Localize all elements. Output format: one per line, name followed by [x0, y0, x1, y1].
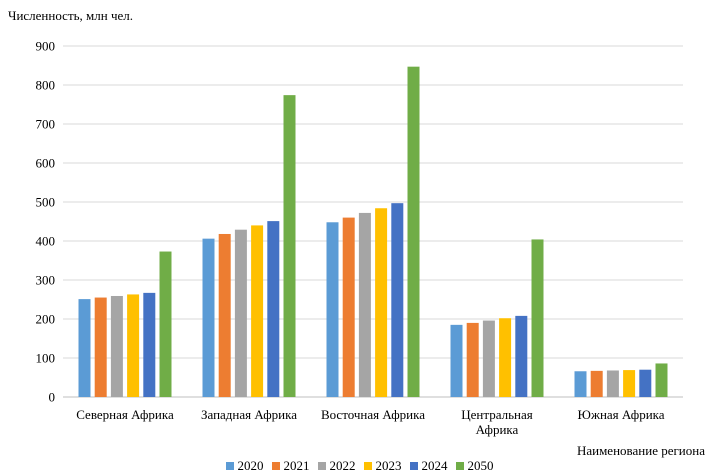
legend-item: 2021: [271, 458, 310, 474]
legend-label: 2022: [329, 458, 356, 473]
x-axis-title: Наименование региона: [576, 443, 705, 458]
x-tick-label: Центральная Африка: [461, 407, 532, 437]
bars: [78, 66, 668, 398]
bar: [159, 251, 172, 397]
legend-label: 2024: [421, 458, 448, 473]
bar: [251, 225, 264, 397]
bar: [342, 217, 355, 397]
bar: [202, 238, 215, 397]
y-tick-labels: 0 100 200 300 400 500 600 700 800 900: [36, 39, 56, 405]
legend-item: 2024: [409, 458, 448, 474]
bar: [127, 294, 140, 397]
bar: [590, 370, 603, 397]
legend-label: 2020: [237, 458, 264, 473]
x-tick-label: Восточная Африка: [321, 407, 425, 422]
bar: [358, 212, 371, 397]
bar: [110, 295, 123, 397]
bar: [218, 233, 231, 397]
bar: [466, 322, 479, 397]
x-tick-label: Северная Африка: [76, 407, 174, 422]
y-tick-label: 0: [49, 390, 56, 405]
bar: [78, 299, 91, 397]
bar: [375, 208, 388, 397]
bar: [515, 315, 528, 397]
bar: [531, 239, 544, 397]
legend-swatch: [225, 462, 234, 470]
y-tick-label: 300: [36, 273, 56, 288]
legend-label: 2021: [283, 458, 310, 473]
bar: [234, 229, 247, 397]
x-tick-label: Южная Африка: [577, 407, 664, 422]
legend-swatch: [317, 462, 326, 470]
bar: [143, 292, 156, 397]
bar: [391, 203, 404, 397]
y-tick-label: 400: [36, 234, 56, 249]
bar: [450, 324, 463, 397]
legend-item: 2020: [225, 458, 264, 474]
y-tick-label: 500: [36, 195, 56, 210]
bar: [267, 221, 280, 397]
bar: [407, 66, 420, 398]
bar: [606, 370, 619, 397]
y-tick-label: 600: [36, 156, 56, 171]
legend-item: 2023: [363, 458, 402, 474]
bar: [655, 363, 668, 397]
x-tick-labels: Северная Африка Западная Африка Восточная …: [76, 407, 665, 437]
gridlines: [63, 45, 683, 398]
bar: [623, 370, 636, 397]
y-tick-label: 700: [36, 117, 56, 132]
y-tick-label: 100: [36, 351, 56, 366]
bar: [499, 318, 512, 397]
legend-label: 2023: [375, 458, 402, 473]
legend-swatch: [455, 462, 464, 470]
legend-item: 2022: [317, 458, 356, 474]
bar: [639, 369, 652, 397]
bar: [482, 320, 495, 397]
legend-swatch: [363, 462, 372, 470]
legend-item: 2050: [455, 458, 494, 474]
bar: [326, 222, 339, 397]
legend-label: 2050: [467, 458, 494, 473]
y-tick-label: 800: [36, 78, 56, 93]
legend: 2020 2021 2022 2023 2024 2050: [0, 458, 719, 474]
y-tick-label: 200: [36, 312, 56, 327]
bar: [283, 95, 296, 397]
bar: [574, 371, 587, 397]
y-tick-label: 900: [36, 39, 56, 54]
legend-swatch: [271, 462, 280, 470]
bar: [94, 297, 107, 397]
legend-swatch: [409, 462, 418, 470]
y-axis-title: Численность, млн чел.: [8, 8, 134, 23]
x-tick-label: Западная Африка: [201, 407, 297, 422]
